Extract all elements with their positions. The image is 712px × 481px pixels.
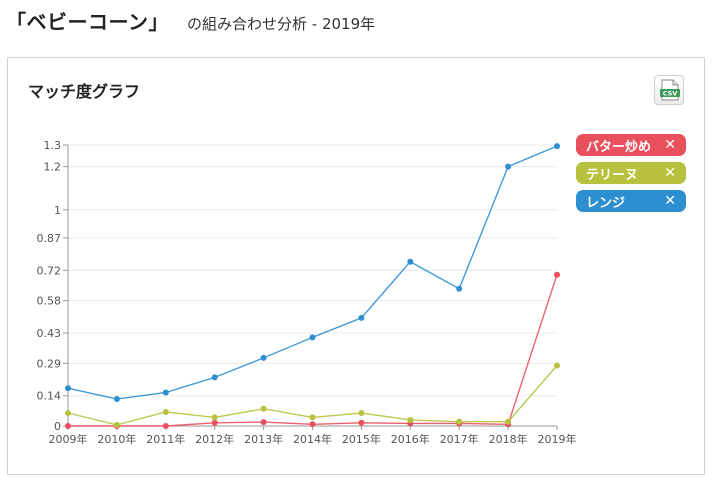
remove-series-icon[interactable]: ✕: [664, 193, 676, 209]
legend-item-2[interactable]: テリーヌ ✕: [576, 162, 686, 184]
x-tick-label: 2017年: [440, 432, 479, 446]
y-tick-label: 1: [54, 204, 61, 217]
data-point: [505, 163, 512, 170]
data-point: [407, 258, 414, 265]
y-tick-label: 0: [54, 420, 61, 433]
legend: バター炒め ✕ テリーヌ ✕ レンジ ✕: [576, 134, 686, 218]
legend-label: レンジ: [586, 195, 626, 211]
x-tick-label: 2009年: [49, 432, 88, 446]
csv-icon-label: CSV: [663, 90, 678, 98]
x-tick-label: 2010年: [97, 432, 136, 446]
data-point: [162, 389, 169, 396]
legend-label: テリーヌ: [586, 167, 639, 183]
remove-series-icon[interactable]: ✕: [664, 165, 676, 181]
data-point: [162, 423, 169, 429]
legend-label: バター炒め: [586, 139, 652, 155]
legend-item-3[interactable]: レンジ ✕: [576, 190, 686, 212]
data-point: [260, 419, 267, 426]
series-line-1: [68, 274, 558, 427]
x-tick-label: 2013年: [244, 432, 283, 446]
data-point: [65, 423, 71, 429]
data-point: [456, 418, 463, 425]
y-tick-label: 0.72: [37, 264, 62, 277]
data-point: [358, 314, 365, 321]
data-point: [309, 414, 316, 421]
legend-item-1[interactable]: バター炒め ✕: [576, 134, 686, 156]
data-point: [554, 362, 560, 369]
csv-file-icon: CSV: [660, 79, 680, 101]
x-tick-label: 2012年: [195, 432, 234, 446]
data-point: [309, 421, 316, 428]
data-point: [113, 395, 120, 402]
data-point: [456, 285, 463, 292]
y-tick-label: 0.14: [37, 390, 62, 403]
x-tick-label: 2016年: [391, 432, 430, 446]
data-point: [505, 418, 512, 425]
page-title: 「ベビーコーン」: [6, 10, 169, 34]
csv-download-button[interactable]: CSV: [654, 75, 684, 105]
data-point: [554, 271, 560, 278]
y-tick-label: 0.29: [37, 357, 62, 370]
chart-card: マッチ度グラフ CSV 0 0.14 0.29 0.43 0.58 0.72 0.87 1 1.…: [7, 57, 705, 475]
series-line-3: [67, 145, 558, 400]
data-point: [260, 405, 267, 412]
match-line-chart: 0 0.14 0.29 0.43 0.58 0.72 0.87 1 1.2 1.3 2009年 201…: [37, 139, 577, 446]
data-point: [162, 408, 169, 415]
x-tick-label: 2014年: [293, 432, 332, 446]
page-subtitle: の組み合わせ分析 - 2019年: [187, 15, 376, 33]
data-point: [309, 334, 316, 341]
x-tick-label: 2015年: [342, 432, 381, 446]
data-point: [113, 421, 120, 428]
page-header: 「ベビーコーン」 の組み合わせ分析 - 2019年: [6, 6, 375, 38]
data-point: [211, 374, 218, 381]
y-tick-label: 1.3: [44, 139, 62, 152]
data-point: [211, 419, 218, 426]
card-title: マッチ度グラフ: [28, 82, 141, 101]
x-tick-label: 2019年: [538, 432, 577, 446]
y-tick-label: 0.43: [37, 327, 62, 340]
y-tick-label: 0.58: [37, 295, 62, 308]
data-point: [358, 410, 365, 417]
data-point: [65, 385, 71, 392]
x-tick-label: 2018年: [489, 432, 528, 446]
data-point: [211, 414, 218, 421]
y-tick-label: 0.87: [37, 232, 62, 245]
y-tick-label: 1.2: [44, 161, 62, 174]
remove-series-icon[interactable]: ✕: [664, 137, 676, 153]
data-point: [65, 410, 71, 417]
data-point: [260, 354, 267, 361]
data-point: [554, 143, 560, 150]
x-tick-label: 2011年: [146, 432, 185, 446]
data-point: [358, 419, 365, 426]
data-point: [407, 416, 414, 423]
